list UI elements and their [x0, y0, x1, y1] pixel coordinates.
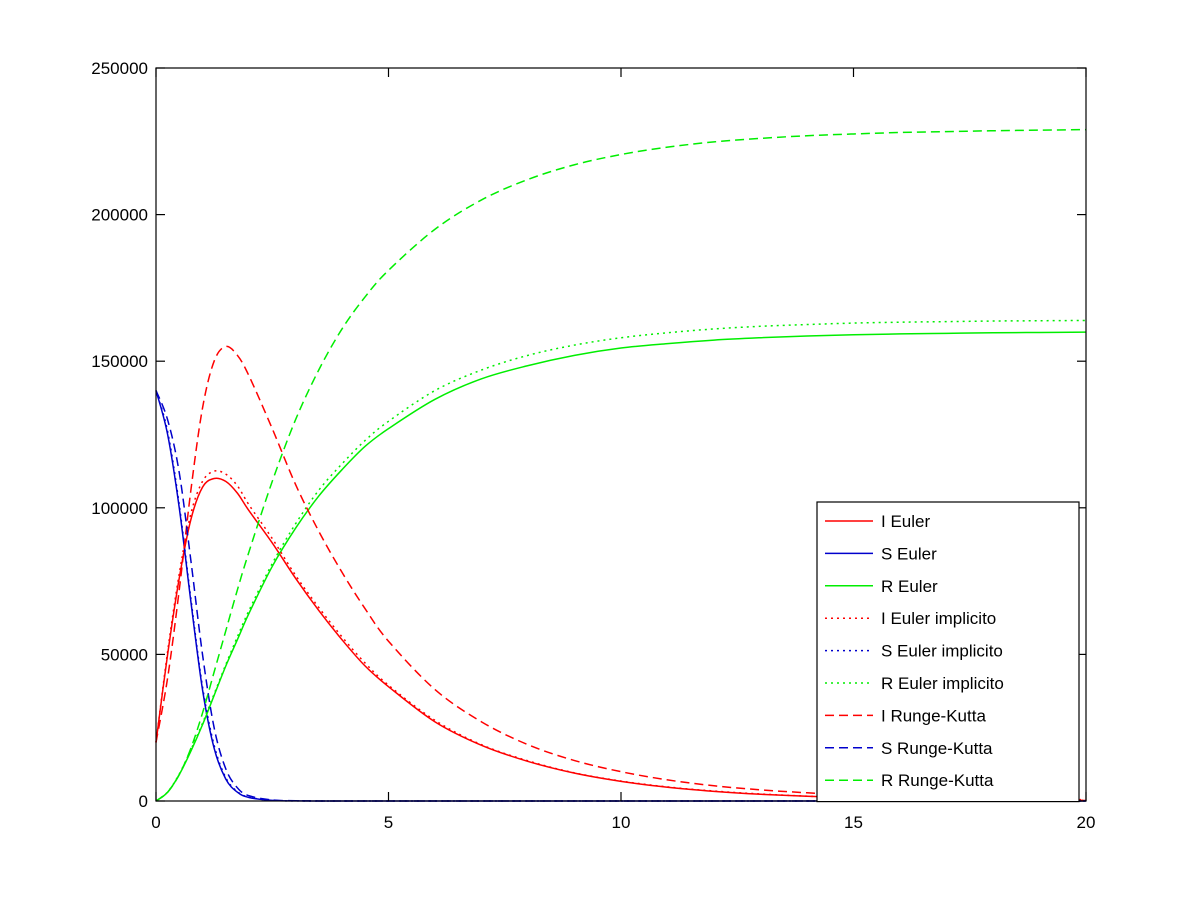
series-line-5	[155, 319, 1087, 802]
x-axis-ticks: 0 5 10 15 20	[151, 68, 1095, 832]
x-tick-label: 5	[384, 813, 393, 832]
y-tick-label: 50000	[101, 645, 148, 664]
legend: I Euler S Euler R Euler I Euler implicito S …	[816, 501, 1080, 803]
y-axis-ticks: 0 50000 100000 150000 200000 250000	[91, 59, 1086, 811]
y-tick-label: 100000	[91, 499, 148, 518]
x-tick-label: 10	[612, 813, 631, 832]
x-tick-label: 0	[151, 813, 160, 832]
legend-label: R Euler implicito	[881, 674, 1004, 693]
legend-label: S Euler	[881, 544, 937, 563]
series-line-8	[155, 128, 1087, 802]
y-tick-label: 250000	[91, 59, 148, 78]
legend-label: R Runge-Kutta	[881, 771, 994, 790]
series-line-2	[155, 331, 1087, 802]
y-tick-label: 150000	[91, 352, 148, 371]
legend-label: S Euler implicito	[881, 642, 1003, 661]
y-tick-label: 0	[139, 792, 148, 811]
legend-label: R Euler	[881, 577, 938, 596]
legend-label: I Euler implicito	[881, 609, 996, 628]
x-tick-label: 20	[1077, 813, 1096, 832]
legend-label: S Runge-Kutta	[881, 739, 993, 758]
legend-label: I Euler	[881, 512, 930, 531]
y-tick-label: 200000	[91, 206, 148, 225]
legend-label: I Runge-Kutta	[881, 706, 986, 725]
legend-box	[816, 501, 1080, 803]
x-tick-label: 15	[844, 813, 863, 832]
